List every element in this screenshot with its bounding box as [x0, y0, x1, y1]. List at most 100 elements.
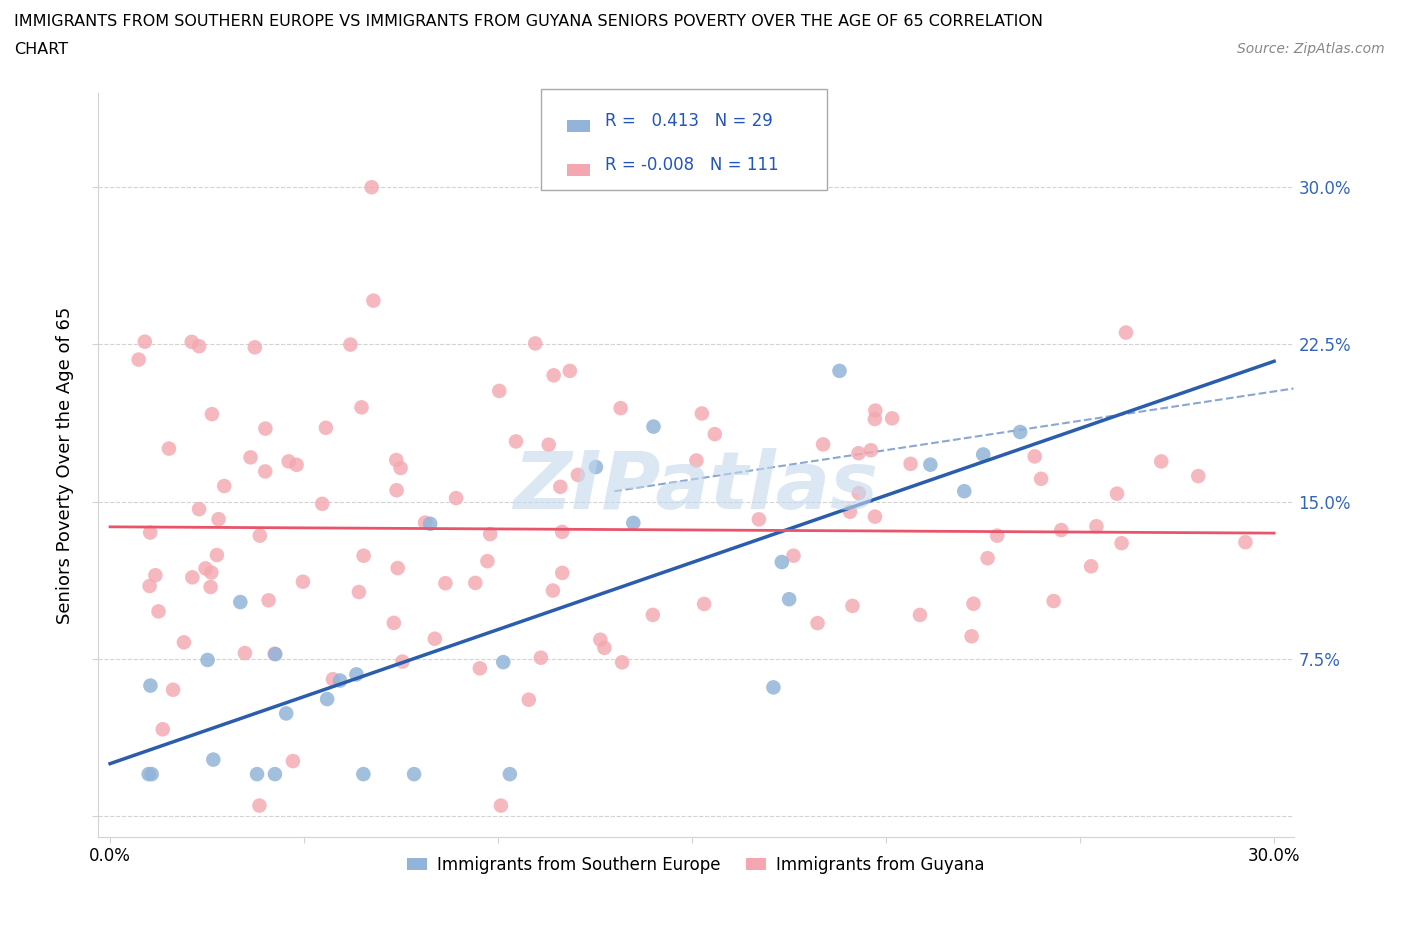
Text: ZIPatlas: ZIPatlas [513, 448, 879, 526]
Point [782, 549, 804, 564]
Point [391, 654, 413, 669]
Point [162, 683, 184, 698]
Point [593, 641, 616, 656]
Point [609, 401, 631, 416]
Point [976, 551, 998, 565]
Point [188, 502, 211, 517]
Point [180, 335, 202, 350]
Point [444, 491, 467, 506]
Point [423, 631, 446, 646]
Point [690, 406, 713, 421]
Point [329, 673, 352, 688]
Point [880, 411, 903, 426]
Point [550, 479, 572, 494]
Point [567, 468, 589, 483]
Point [972, 447, 994, 462]
Point [181, 570, 204, 585]
Point [249, 798, 271, 813]
FancyBboxPatch shape [567, 120, 591, 132]
Point [610, 655, 633, 670]
Point [1150, 454, 1173, 469]
Point [1085, 519, 1108, 534]
Point [363, 293, 385, 308]
Point [254, 464, 277, 479]
Point [517, 692, 540, 707]
Point [389, 460, 412, 475]
Point [173, 635, 195, 650]
Point [1042, 593, 1064, 608]
Text: IMMIGRANTS FROM SOUTHERN EUROPE VS IMMIGRANTS FROM GUYANA SENIORS POVERTY OVER T: IMMIGRANTS FROM SOUTHERN EUROPE VS IMMIG… [14, 14, 1043, 29]
Point [419, 516, 441, 531]
Point [778, 591, 800, 606]
Point [748, 512, 770, 526]
Point [1234, 535, 1257, 550]
Point [551, 525, 574, 539]
Point [499, 766, 522, 781]
Point [434, 576, 457, 591]
Point [197, 653, 219, 668]
Point [505, 434, 527, 449]
Point [1024, 449, 1046, 464]
FancyBboxPatch shape [541, 89, 827, 190]
Point [353, 549, 375, 564]
Point [1105, 486, 1128, 501]
Text: R =   0.413   N = 29: R = 0.413 N = 29 [605, 113, 772, 130]
Point [1187, 469, 1209, 484]
Point [350, 400, 373, 415]
Point [385, 453, 408, 468]
Point [145, 568, 167, 583]
Point [281, 753, 304, 768]
Point [488, 383, 510, 398]
Point [848, 485, 870, 500]
Point [233, 645, 256, 660]
Point [841, 599, 863, 614]
Point [194, 561, 217, 576]
Point [1010, 425, 1032, 440]
Point [641, 607, 664, 622]
Point [589, 632, 612, 647]
Point [489, 798, 512, 813]
Point [762, 680, 785, 695]
Text: CHART: CHART [14, 42, 67, 57]
Point [960, 629, 983, 644]
Point [352, 766, 374, 781]
Point [693, 596, 716, 611]
Point [859, 443, 882, 458]
Point [316, 692, 339, 707]
Point [202, 752, 225, 767]
Point [479, 526, 502, 541]
Point [229, 594, 252, 609]
Point [953, 484, 976, 498]
Point [703, 427, 725, 442]
Point [339, 338, 361, 352]
Point [205, 548, 228, 563]
Point [900, 457, 922, 472]
Point [806, 616, 828, 631]
Point [1111, 536, 1133, 551]
Point [537, 437, 560, 452]
Point [138, 578, 160, 593]
Point [277, 454, 299, 469]
Point [543, 368, 565, 383]
Legend: Immigrants from Southern Europe, Immigrants from Guyana: Immigrants from Southern Europe, Immigra… [401, 849, 991, 881]
Point [148, 604, 170, 618]
Point [385, 483, 408, 498]
Point [962, 596, 984, 611]
Point [839, 504, 862, 519]
Point [243, 339, 266, 354]
Point [257, 593, 280, 608]
Point [346, 667, 368, 682]
Point [315, 420, 337, 435]
Point [524, 336, 547, 351]
Point [285, 458, 308, 472]
Point [141, 766, 163, 781]
Point [360, 179, 382, 194]
Point [828, 364, 851, 379]
Point [207, 512, 229, 526]
Point [200, 565, 222, 580]
Point [157, 441, 180, 456]
Point [1029, 472, 1052, 486]
Point [1115, 326, 1137, 340]
Point [387, 561, 409, 576]
Point [239, 450, 262, 465]
